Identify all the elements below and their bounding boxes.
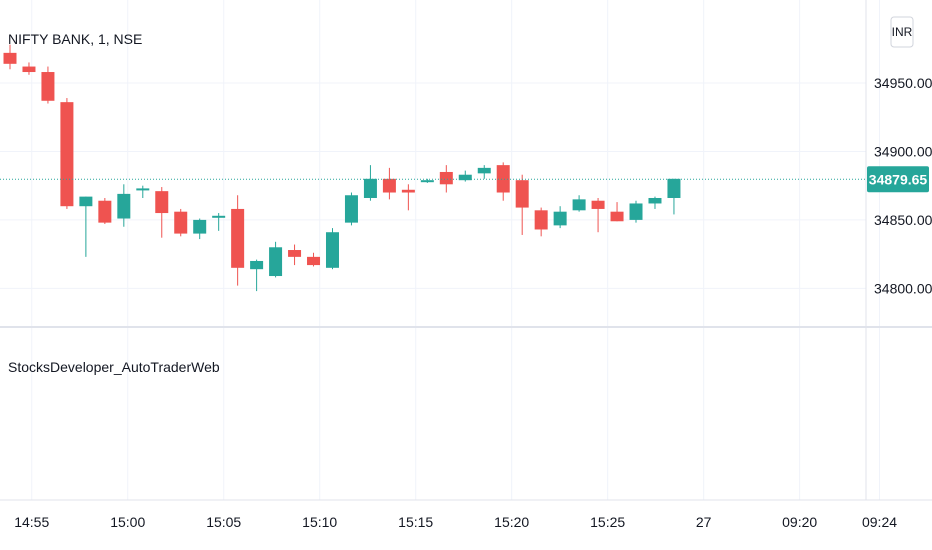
price-tick-label: 34950.00 (874, 75, 932, 91)
candle-body (117, 193, 131, 219)
candle (155, 187, 169, 238)
candle (325, 228, 339, 270)
candle (420, 178, 434, 183)
candle (193, 218, 207, 240)
candle-body (629, 203, 643, 220)
candle (250, 259, 264, 292)
candle (307, 252, 321, 267)
candle-body (60, 102, 74, 207)
candle (534, 207, 548, 237)
time-tick-label: 15:00 (110, 514, 145, 530)
candle-body (667, 178, 681, 198)
candle (174, 208, 188, 237)
candle (231, 195, 245, 286)
candle (136, 185, 150, 198)
candle (496, 162, 510, 201)
candle-body (231, 208, 245, 268)
candle-body (193, 219, 207, 234)
candle-body (288, 250, 302, 257)
candle (629, 200, 643, 223)
candle (117, 184, 131, 227)
candle-body (648, 197, 662, 204)
candle (22, 62, 36, 75)
candle-body (382, 178, 396, 193)
candle (553, 206, 567, 229)
time-tick-label: 09:24 (862, 514, 897, 530)
candle-body (307, 256, 321, 266)
grid-lines (0, 0, 932, 501)
candle-body (363, 178, 377, 198)
candle (648, 196, 662, 209)
candle-body (79, 196, 93, 207)
candles (3, 44, 681, 292)
candle-body (98, 200, 112, 223)
candle-body (420, 180, 434, 183)
candle (98, 197, 112, 225)
candle-body (174, 211, 188, 234)
candle (477, 165, 491, 179)
candle (344, 192, 358, 226)
time-tick-label: 27 (696, 514, 712, 530)
candle (269, 241, 283, 278)
candle-body (325, 232, 339, 268)
time-tick-label: 15:10 (302, 514, 337, 530)
candle-body (610, 211, 624, 222)
candle-body (212, 215, 226, 218)
candle-body (591, 200, 605, 209)
candle-body (41, 72, 55, 101)
candle-body (401, 189, 415, 193)
currency-label: INR (892, 25, 913, 39)
candle-body (22, 66, 36, 73)
time-axis[interactable]: 14:55 15:00 15:05 15:10 15:15 15:20 15:25 27 09:… (14, 514, 897, 530)
last-price-tag (867, 166, 929, 193)
candle-body (269, 247, 283, 277)
candle (60, 98, 74, 209)
candle-body (458, 174, 472, 181)
candle (401, 184, 415, 211)
symbol-title[interactable]: NIFTY BANK, 1, NSE (8, 31, 142, 47)
price-tick-label: 34900.00 (874, 143, 932, 159)
candle-body (496, 165, 510, 193)
time-tick-label: 15:15 (398, 514, 433, 530)
candle (591, 197, 605, 233)
candle (363, 165, 377, 201)
time-tick-label: 15:25 (590, 514, 625, 530)
candle (79, 196, 93, 257)
time-tick-label: 14:55 (14, 514, 49, 530)
candle (382, 167, 396, 200)
candle (288, 244, 302, 266)
candle-body (534, 210, 548, 230)
candle (212, 213, 226, 231)
candle (572, 195, 586, 212)
last-price-label: 34879.65 (869, 171, 928, 187)
candle-body (477, 167, 491, 174)
time-tick-label: 09:20 (782, 514, 817, 530)
time-tick-label: 15:05 (206, 514, 241, 530)
candle-body (553, 211, 567, 226)
candle (458, 170, 472, 182)
indicator-label[interactable]: StocksDeveloper_AutoTraderWeb (8, 359, 220, 375)
candle-body (439, 171, 453, 185)
candle-body (136, 188, 150, 191)
currency-button[interactable]: INR (890, 16, 914, 48)
price-tick-label: 34850.00 (874, 212, 932, 228)
price-tick-label: 34800.00 (874, 280, 932, 296)
candle (515, 174, 529, 235)
candle-body (155, 191, 169, 214)
candle (439, 165, 453, 193)
candle (610, 202, 624, 222)
candle (667, 178, 681, 215)
time-tick-label: 15:20 (494, 514, 529, 530)
candle-body (3, 52, 17, 64)
candle (41, 66, 55, 104)
candle (3, 44, 17, 70)
candle-body (250, 260, 264, 270)
candle-body (572, 199, 586, 211)
price-axis[interactable]: 34800.00 34850.00 34900.00 34950.00 34879.65 (867, 75, 932, 296)
candle-body (344, 195, 358, 223)
candle-body (515, 180, 529, 208)
